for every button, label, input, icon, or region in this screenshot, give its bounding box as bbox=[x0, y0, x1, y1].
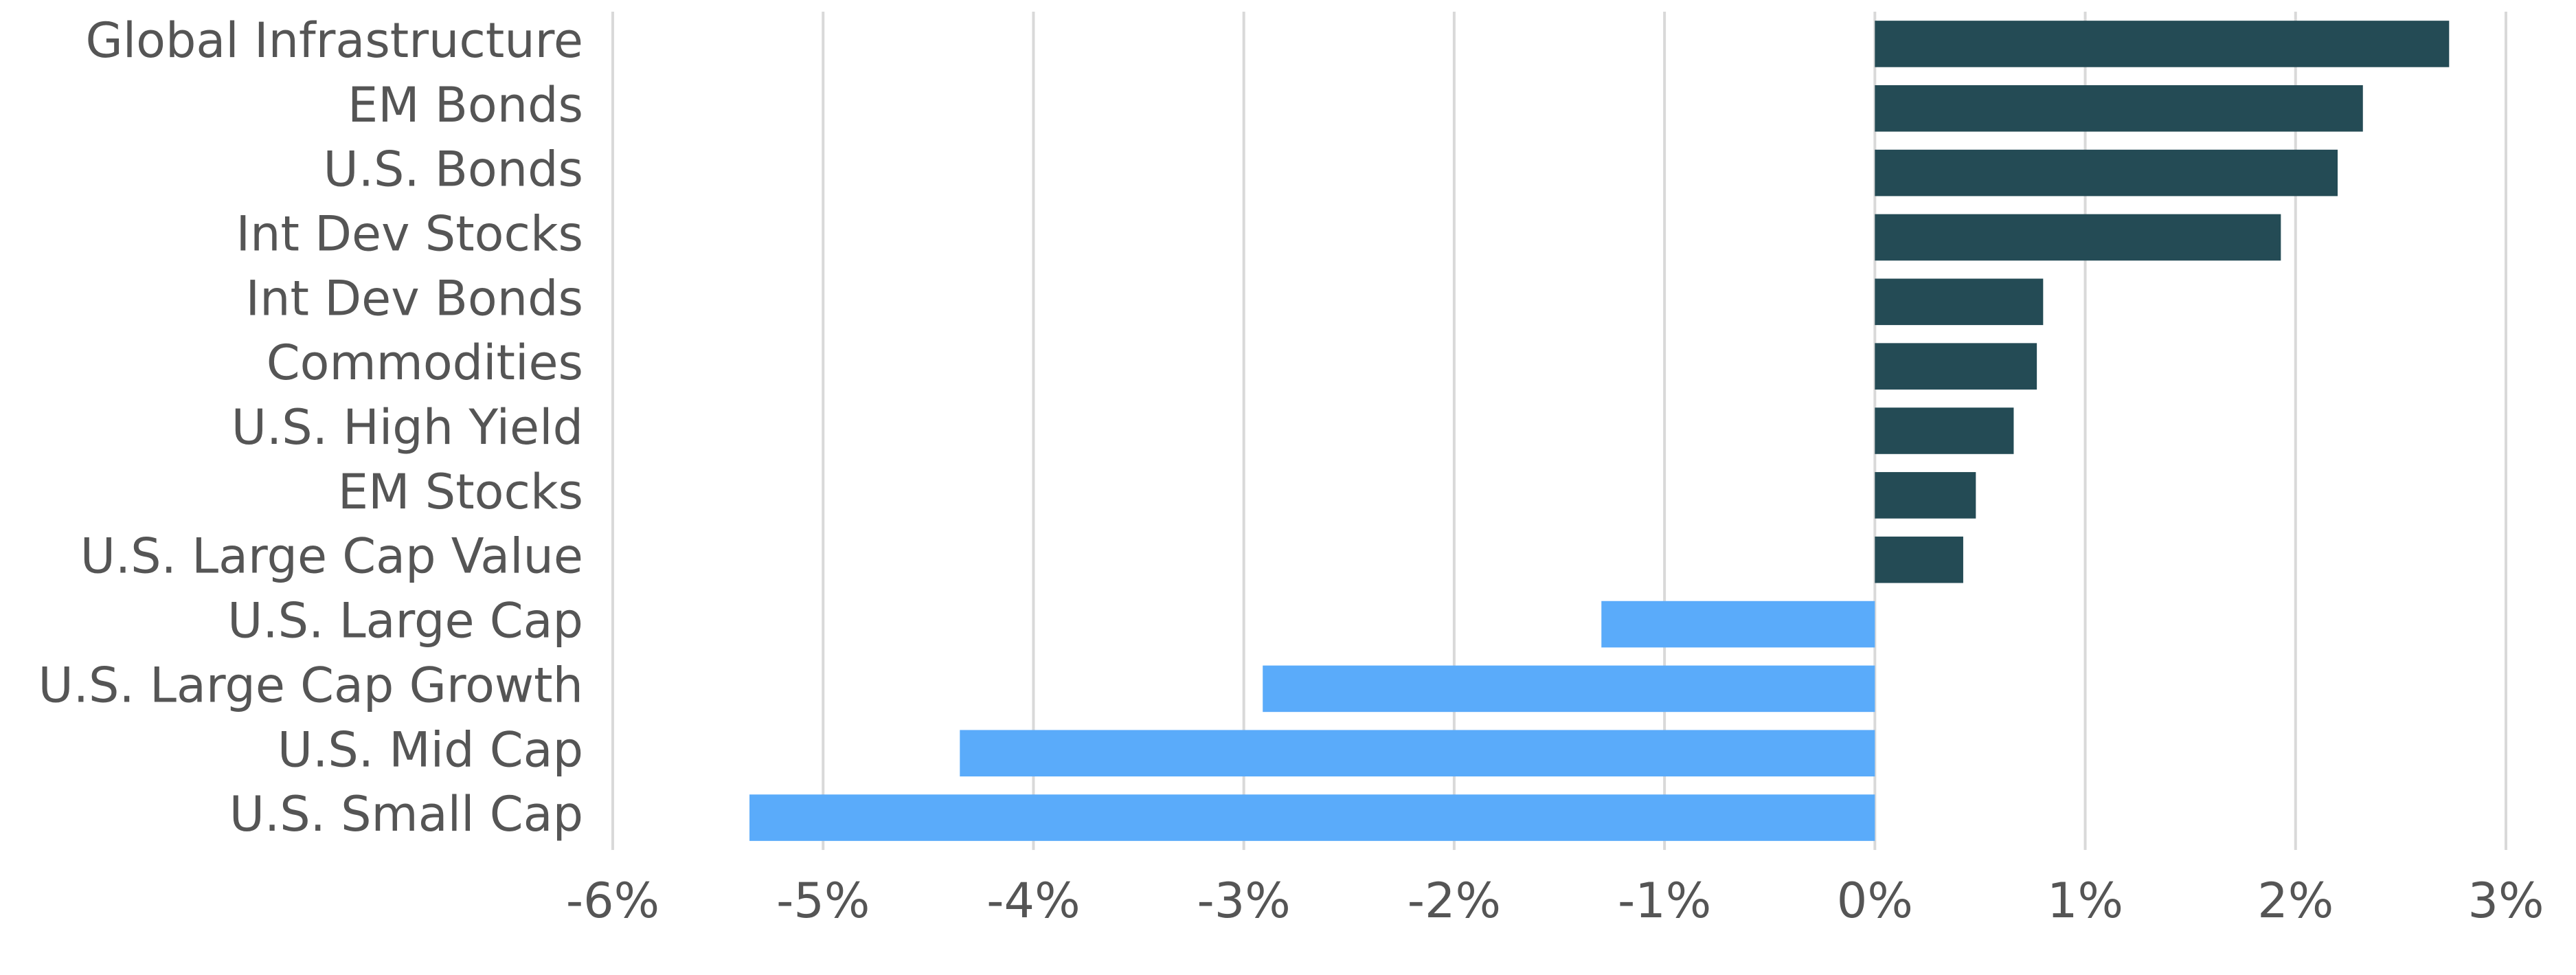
bar bbox=[1875, 214, 2281, 261]
x-tick-label: -4% bbox=[986, 873, 1080, 929]
bar bbox=[1263, 665, 1875, 713]
bar bbox=[960, 730, 1875, 777]
x-tick-label: -3% bbox=[1197, 873, 1291, 929]
bar bbox=[1875, 536, 1963, 583]
y-tick-label: Int Dev Stocks bbox=[236, 205, 583, 262]
bar bbox=[1875, 149, 2338, 197]
x-tick-label: -2% bbox=[1408, 873, 1501, 929]
y-tick-label: EM Bonds bbox=[348, 77, 583, 133]
y-tick-label: U.S. Mid Cap bbox=[278, 721, 583, 778]
bar bbox=[1601, 601, 1875, 648]
y-tick-label: U.S. Large Cap Value bbox=[80, 528, 583, 585]
bar bbox=[1875, 472, 1976, 519]
y-tick-label: U.S. Large Cap Growth bbox=[38, 657, 583, 713]
y-tick-label: U.S. Small Cap bbox=[229, 786, 583, 842]
x-tick-label: -6% bbox=[566, 873, 659, 929]
bar bbox=[1875, 85, 2363, 132]
y-tick-label: U.S. Bonds bbox=[323, 142, 583, 198]
y-tick-label: Global Infrastructure bbox=[85, 12, 583, 69]
y-tick-label: Int Dev Bonds bbox=[246, 270, 583, 326]
y-tick-label: Commodities bbox=[267, 335, 583, 391]
x-tick-label: 2% bbox=[2257, 873, 2334, 929]
bar bbox=[1875, 21, 2450, 67]
x-tick-label: -1% bbox=[1618, 873, 1711, 929]
bar bbox=[1875, 343, 2037, 390]
x-tick-label: 1% bbox=[2047, 873, 2123, 929]
x-tick-label: 3% bbox=[2467, 873, 2544, 929]
bar bbox=[1875, 278, 2044, 326]
y-tick-label: EM Stocks bbox=[338, 464, 583, 520]
bar bbox=[749, 794, 1875, 841]
x-tick-label: -5% bbox=[776, 873, 870, 929]
y-tick-label: U.S. Large Cap bbox=[227, 593, 583, 649]
x-tick-label: 0% bbox=[1837, 873, 1913, 929]
y-tick-label: U.S. High Yield bbox=[231, 399, 583, 456]
bar bbox=[1875, 407, 2014, 454]
